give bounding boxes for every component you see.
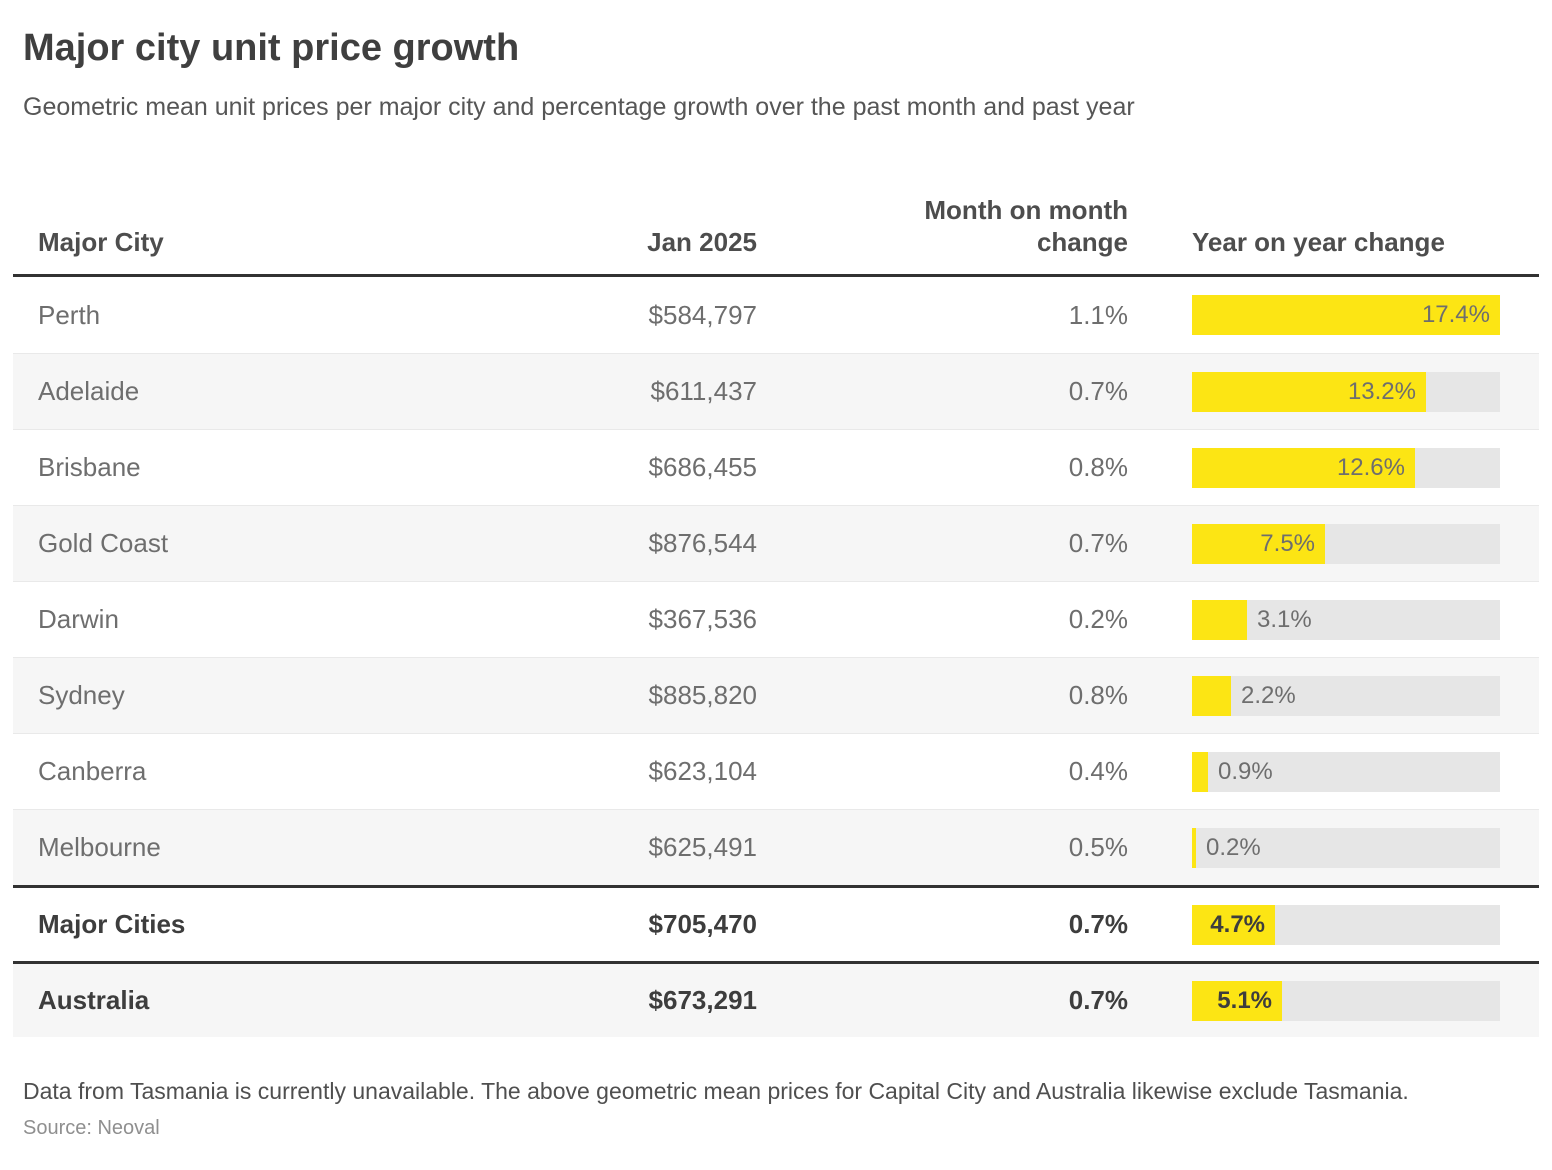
- bar-fill: [1192, 904, 1275, 945]
- bar-fill: [1192, 675, 1231, 716]
- bar-value-label: 2.2%: [1241, 681, 1296, 709]
- bar-value-label: 0.2%: [1206, 833, 1261, 861]
- city-cell: Canberra: [38, 756, 147, 786]
- table-header-row: Major City Jan 2025 Month on month chang…: [13, 122, 1539, 277]
- column-header-jan-2025: Jan 2025: [647, 227, 757, 257]
- table-row: Canberra $623,104 0.4% 0.9%: [13, 733, 1539, 809]
- month-change-cell: 0.4%: [1068, 756, 1128, 786]
- column-header-month-on-month: Month on month change: [924, 195, 1128, 257]
- city-cell: Major Cities: [38, 909, 186, 939]
- month-change-cell: 0.8%: [1068, 680, 1128, 710]
- city-cell: Gold Coast: [38, 528, 169, 558]
- price-cell: $611,437: [650, 376, 757, 406]
- month-change-cell: 0.7%: [1068, 909, 1128, 939]
- price-cell: $367,536: [648, 604, 757, 634]
- bar-fill: [1192, 751, 1208, 792]
- table-row: Major Cities $705,470 0.7% 4.7%: [13, 885, 1539, 961]
- chart-container: Major city unit price growth Geometric m…: [0, 26, 1552, 1140]
- bar-value-label: 5.1%: [1217, 986, 1272, 1014]
- month-change-cell: 1.1%: [1068, 299, 1128, 330]
- price-cell: $673,291: [648, 985, 757, 1015]
- year-change-cell: 7.5%: [1128, 523, 1539, 564]
- bar-track: 4.7%: [1192, 904, 1500, 945]
- column-header-year-on-year: Year on year change: [1192, 227, 1445, 257]
- source-attribution: Source: Neoval: [23, 1117, 160, 1139]
- city-cell: Adelaide: [38, 376, 140, 406]
- bar-fill: [1192, 980, 1282, 1021]
- bar-fill: [1192, 447, 1415, 488]
- table-row: Melbourne $625,491 0.5% 0.2%: [13, 809, 1539, 885]
- page-subtitle: Geometric mean unit prices per major cit…: [23, 93, 1135, 121]
- year-change-cell: 12.6%: [1128, 447, 1539, 488]
- bar-fill: [1192, 523, 1325, 564]
- year-change-cell: 4.7%: [1128, 904, 1539, 945]
- table-row: Australia $673,291 0.7% 5.1%: [13, 961, 1539, 1037]
- bar-track: 17.4%: [1192, 295, 1500, 335]
- year-change-cell: 17.4%: [1128, 295, 1539, 335]
- table-row: Brisbane $686,455 0.8% 12.6%: [13, 429, 1539, 505]
- table-row: Sydney $885,820 0.8% 2.2%: [13, 657, 1539, 733]
- table-row: Adelaide $611,437 0.7% 13.2%: [13, 353, 1539, 429]
- price-cell: $705,470: [648, 909, 757, 939]
- table-row: Perth $584,797 1.1% 17.4%: [13, 277, 1539, 353]
- city-cell: Brisbane: [38, 452, 141, 482]
- bar-value-label: 7.5%: [1260, 529, 1315, 557]
- bar-track: 0.2%: [1192, 827, 1500, 868]
- bar-fill: [1192, 827, 1196, 868]
- price-cell: $686,455: [648, 452, 757, 482]
- bar-value-label: 3.1%: [1257, 605, 1312, 633]
- month-change-cell: 0.5%: [1068, 832, 1128, 862]
- price-cell: $625,491: [648, 832, 757, 862]
- year-change-cell: 5.1%: [1128, 980, 1539, 1021]
- city-cell: Melbourne: [38, 832, 161, 862]
- price-cell: $584,797: [648, 299, 757, 330]
- bar-fill: [1192, 599, 1247, 640]
- bar-value-label: 13.2%: [1347, 377, 1416, 405]
- bar-fill: [1192, 371, 1426, 412]
- bar-value-label: 4.7%: [1210, 910, 1265, 938]
- bar-track: 5.1%: [1192, 980, 1500, 1021]
- column-header-city: Major City: [38, 227, 164, 257]
- price-cell: $623,104: [648, 756, 757, 786]
- year-change-cell: 2.2%: [1128, 675, 1539, 716]
- price-cell: $885,820: [648, 680, 757, 710]
- table-body: Perth $584,797 1.1% 17.4% Adelaide $611,…: [13, 277, 1539, 1037]
- bar-track: 7.5%: [1192, 523, 1500, 564]
- month-change-cell: 0.7%: [1068, 985, 1128, 1015]
- bar-track: 13.2%: [1192, 371, 1500, 412]
- city-cell: Sydney: [38, 680, 125, 710]
- city-cell: Darwin: [38, 604, 119, 634]
- price-cell: $876,544: [648, 528, 757, 558]
- bar-track: 0.9%: [1192, 751, 1500, 792]
- bar-value-label: 12.6%: [1336, 453, 1405, 481]
- month-change-cell: 0.7%: [1068, 528, 1128, 558]
- bar-value-label: 0.9%: [1218, 757, 1273, 785]
- city-cell: Perth: [38, 299, 101, 330]
- month-change-cell: 0.7%: [1068, 376, 1128, 406]
- city-cell: Australia: [38, 985, 150, 1015]
- bar-track: 12.6%: [1192, 447, 1500, 488]
- year-change-cell: 0.2%: [1128, 827, 1539, 868]
- footnote: Data from Tasmania is currently unavaila…: [23, 1078, 1409, 1104]
- bar-value-label: 17.4%: [1421, 301, 1490, 328]
- table-row: Gold Coast $876,544 0.7% 7.5%: [13, 505, 1539, 581]
- bar-track: 3.1%: [1192, 599, 1500, 640]
- table-row: Darwin $367,536 0.2% 3.1%: [13, 581, 1539, 657]
- month-change-cell: 0.2%: [1068, 604, 1128, 634]
- month-change-cell: 0.8%: [1068, 452, 1128, 482]
- year-change-cell: 0.9%: [1128, 751, 1539, 792]
- year-change-cell: 3.1%: [1128, 599, 1539, 640]
- page-title: Major city unit price growth: [23, 27, 520, 69]
- year-change-cell: 13.2%: [1128, 371, 1539, 412]
- bar-track: 2.2%: [1192, 675, 1500, 716]
- bar-fill: [1192, 295, 1500, 335]
